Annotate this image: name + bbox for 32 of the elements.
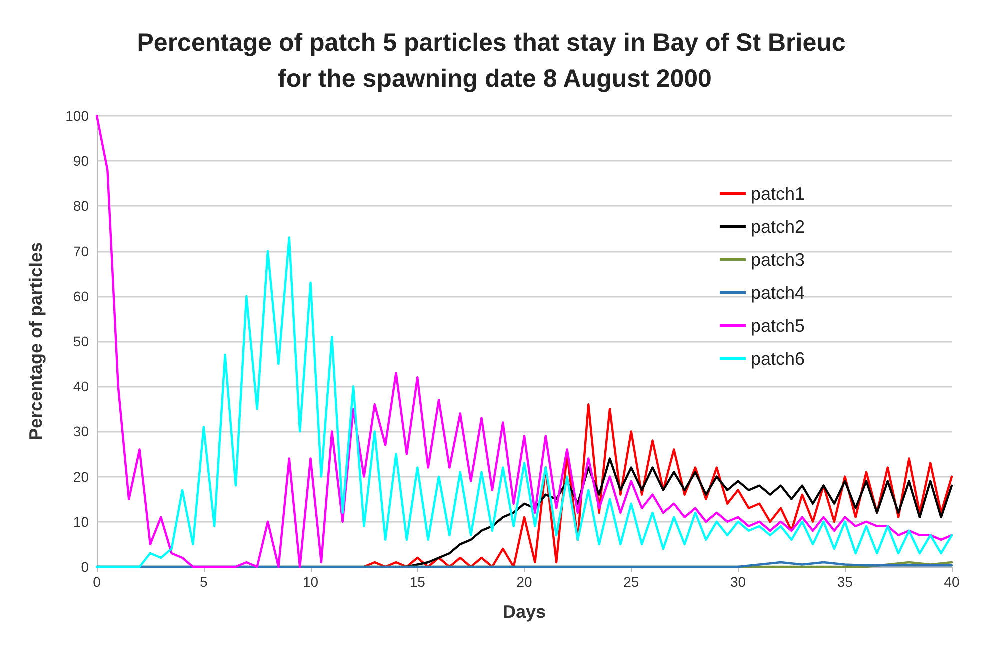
x-tick-label: 0 (93, 574, 102, 590)
y-tick-label: 90 (73, 153, 90, 170)
line-series (96, 114, 954, 568)
y-tick-label: 10 (73, 514, 90, 530)
x-tick-label: 40 (944, 574, 960, 590)
y-tick-label: 80 (73, 198, 90, 214)
line-series (406, 458, 954, 568)
x-tick-label: 10 (302, 574, 319, 590)
x-tick-label: 20 (516, 574, 532, 590)
chart-title: Percentage of patch 5 particles that stay in Bay of St Brieuc for the spawning date 8 August 2000 (137, 29, 853, 93)
y-tick-label: 100 (66, 108, 90, 124)
x-tick-label: 15 (410, 574, 426, 590)
x-tick-label: 5 (200, 574, 208, 590)
legend-label: patch6 (750, 349, 806, 369)
legend-label: patch5 (750, 316, 806, 336)
legend-label: patch4 (750, 283, 806, 303)
y-tick-label: 40 (73, 378, 90, 395)
x-axis-title: Days (502, 602, 546, 622)
y-tick-label: 50 (73, 334, 90, 350)
line-series (363, 404, 954, 568)
legend-label: patch1 (750, 184, 806, 204)
y-tick-label: 20 (73, 468, 90, 485)
x-tick-label: 30 (730, 574, 746, 590)
legend-label: patch3 (750, 250, 806, 270)
x-tick-label: 35 (837, 574, 854, 590)
y-tick-label: 0 (81, 559, 90, 575)
y-axis-title: Percentage of particles (26, 242, 46, 441)
y-tick-label: 30 (73, 424, 90, 440)
y-tick-label: 60 (73, 288, 90, 304)
x-tick-label: 25 (624, 574, 640, 590)
legend-label: patch2 (750, 217, 806, 237)
y-tick-label: 70 (73, 243, 90, 260)
